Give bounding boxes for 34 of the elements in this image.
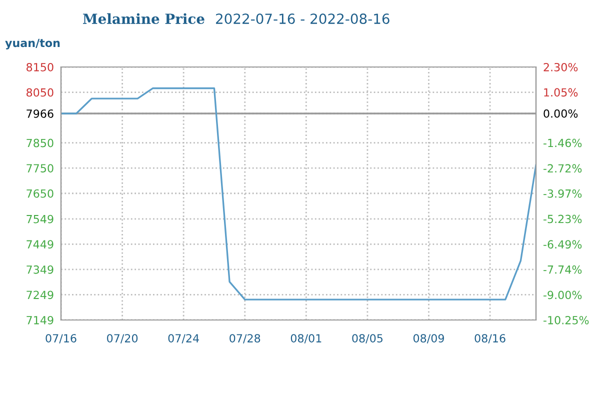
y2-tick-label: 2.30% [544,62,578,72]
x-tick-label: 07/24 [168,334,199,344]
y2-tick-label: -3.97% [543,189,582,198]
y-tick-label: 7966 [26,109,54,118]
y2-tick-label: -10.25% [543,316,589,324]
chart-subtitle: 2022-07-16 - 2022-08-16 [216,14,390,24]
x-tick-label: 07/16 [46,334,76,344]
y2-tick-label: -5.23% [543,214,582,224]
y-tick-label: 7349 [26,265,54,274]
y-axis-title: yuan/ton [5,38,60,50]
y-tick-label: 7850 [26,138,54,148]
y-tick-label: 7549 [26,214,54,224]
y-tick-label: 8050 [26,88,54,97]
y2-tick-label: -6.49% [543,240,582,249]
y2-tick-label: 1.05% [544,88,578,97]
y-tick-label: 7149 [26,316,54,324]
y-tick-label: 7650 [26,189,54,198]
y-tick-label: 8150 [26,62,54,72]
y-tick-label: 7249 [26,290,54,300]
y2-tick-label: -7.74% [543,265,582,274]
x-tick-label: 08/09 [413,334,444,344]
chart-title: Melamine Price [83,13,204,24]
y-tick-label: 7449 [26,240,54,249]
x-tick-label: 07/20 [107,334,138,344]
x-tick-label: 07/28 [230,334,260,344]
y2-tick-label: -1.46% [543,138,582,148]
x-tick-label: 08/16 [474,334,506,344]
line-series [61,87,536,300]
y-tick-label: 7750 [26,164,54,172]
y2-tick-label: -9.00% [543,290,582,300]
x-tick-label: 08/01 [290,334,322,344]
y2-tick-label: 0.00% [544,109,578,118]
x-tick-label: 08/05 [352,334,382,344]
y2-tick-label: -2.72% [543,164,582,173]
